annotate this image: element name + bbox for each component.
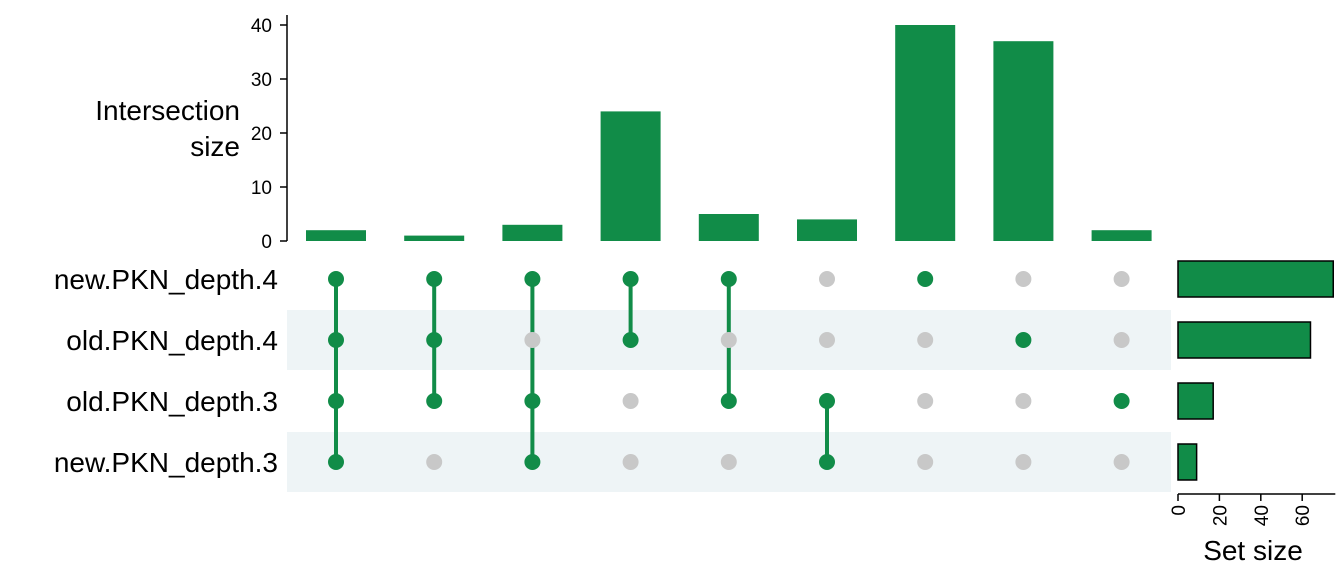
matrix-dot-6-2 [917, 393, 934, 409]
set-labels: new.PKN_depth.4 old.PKN_depth.4 old.PKN_de… [54, 264, 278, 478]
matrix-dot-5-3 [819, 454, 835, 470]
intersection-bar-1 [404, 235, 465, 241]
intersection-tick-label-0: 0 [261, 232, 272, 253]
matrix-dot-7-0 [1015, 271, 1032, 287]
set-size-tick-label-20: 20 [1210, 505, 1231, 526]
intersection-axis-label-line1: Intersection [95, 95, 240, 126]
matrix-dot-3-3 [622, 454, 639, 470]
set-size-bars [1177, 260, 1334, 481]
matrix-dot-3-1 [622, 332, 639, 348]
intersection-bars [306, 25, 1152, 242]
matrix-dot-2-0 [524, 271, 541, 287]
matrix-dot-7-2 [1015, 393, 1032, 409]
matrix-dot-2-2 [524, 393, 541, 409]
matrix-dot-8-3 [1113, 454, 1130, 470]
matrix-dot-4-3 [720, 454, 737, 470]
matrix-dot-4-0 [720, 271, 737, 287]
matrix-dot-8-2 [1113, 393, 1130, 409]
matrix-dot-2-3 [524, 454, 541, 470]
set-label-2: old.PKN_depth.3 [66, 386, 278, 417]
matrix-dot-0-0 [328, 271, 344, 287]
intersection-bar-6 [895, 25, 956, 241]
matrix-dot-6-1 [917, 332, 934, 348]
intersection-tick-label-30: 30 [251, 70, 272, 91]
matrix-dot-5-0 [819, 271, 835, 287]
intersection-tick-label-20: 20 [251, 124, 272, 145]
matrix-dot-1-1 [426, 332, 443, 348]
set-label-1: old.PKN_depth.4 [66, 325, 278, 356]
intersection-bar-5 [797, 219, 857, 241]
matrix-dot-6-3 [917, 454, 934, 470]
matrix-dot-1-2 [426, 393, 443, 409]
set-size-bar-2 [1177, 382, 1214, 420]
set-size-axis: Set size 0 20 40 60 [1169, 493, 1336, 566]
matrix-dot-3-0 [622, 271, 639, 287]
set-size-bar-3 [1177, 443, 1198, 481]
matrix-dot-0-1 [328, 332, 344, 348]
intersection-bar-2 [502, 224, 563, 241]
set-size-bar-0 [1177, 260, 1334, 298]
matrix-dot-8-0 [1113, 271, 1130, 287]
intersection-bar-0 [306, 230, 366, 241]
matrix-dot-0-3 [328, 454, 344, 470]
matrix-dot-4-2 [720, 393, 737, 409]
set-size-tick-label-40: 40 [1252, 505, 1273, 526]
intersection-tick-label-40: 40 [251, 16, 272, 37]
set-label-3: new.PKN_depth.3 [54, 447, 278, 478]
matrix-dot-3-2 [622, 393, 639, 409]
set-size-tick-label-60: 60 [1293, 505, 1314, 526]
intersection-bar-4 [698, 214, 759, 241]
intersection-bar-7 [993, 41, 1054, 242]
matrix-dot-7-3 [1015, 454, 1032, 470]
set-size-bar-1 [1177, 321, 1312, 359]
matrix-dot-5-1 [819, 332, 835, 348]
intersection-tick-label-10: 10 [251, 178, 272, 199]
intersection-size-axis: Intersection size 0 10 20 30 40 [95, 15, 288, 253]
matrix-dot-6-0 [917, 271, 934, 287]
set-label-0: new.PKN_depth.4 [54, 264, 278, 295]
matrix-dot-1-0 [426, 271, 443, 287]
matrix-dot-0-2 [328, 393, 344, 409]
matrix-dot-7-1 [1015, 332, 1032, 348]
intersection-bar-3 [600, 111, 661, 242]
matrix-dot-2-1 [524, 332, 541, 348]
intersection-bar-8 [1091, 230, 1152, 241]
matrix-dot-8-1 [1113, 332, 1130, 348]
set-size-tick-label-0: 0 [1169, 505, 1190, 516]
membership-matrix [328, 271, 1130, 470]
matrix-dot-4-1 [720, 332, 737, 348]
set-size-axis-label: Set size [1203, 535, 1303, 566]
intersection-axis-label-line2: size [190, 131, 240, 162]
matrix-dot-1-3 [426, 454, 443, 470]
matrix-dot-5-2 [819, 393, 835, 409]
